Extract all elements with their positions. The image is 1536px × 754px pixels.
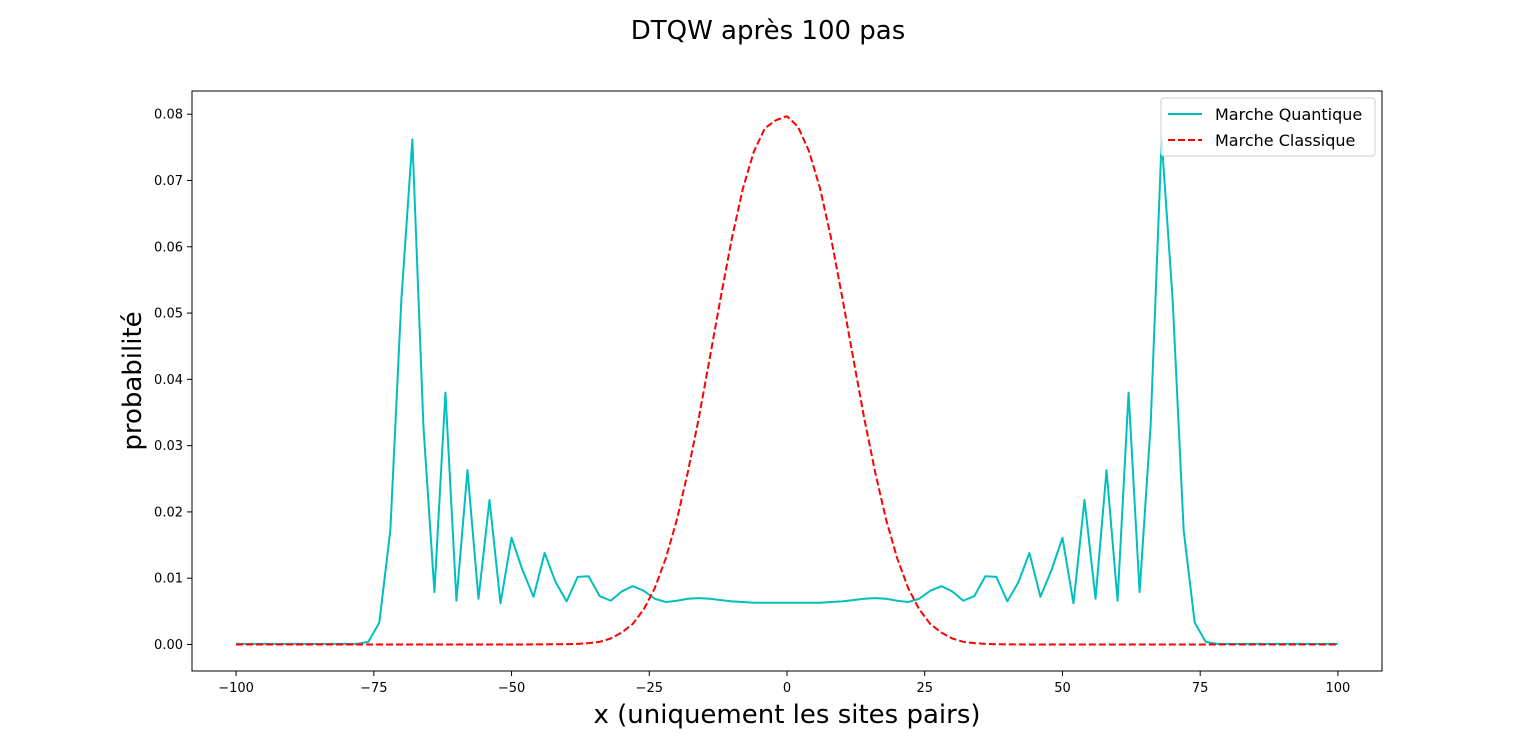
series-layer [236, 115, 1338, 646]
x-axis-ticks: −100 −75 −50 −25 0 25 50 75 100 [218, 671, 1350, 696]
x-axis-title: x (uniquement les sites pairs) [593, 700, 980, 730]
series-line-quantum [236, 138, 1338, 645]
legend-label-quantum: Marche Quantique [1215, 105, 1362, 124]
y-tick-label: 0.03 [154, 439, 183, 454]
y-tick-label: 0.00 [154, 638, 183, 653]
x-tick-label: 100 [1326, 681, 1351, 696]
legend-box [1160, 97, 1376, 157]
y-tick-label: 0.04 [154, 373, 183, 388]
y-tick-label: 0.07 [154, 174, 183, 189]
x-tick-label: 0 [783, 681, 791, 696]
x-tick-label: 25 [916, 681, 933, 696]
y-tick-label: 0.01 [154, 572, 183, 587]
chart-title: DTQW après 100 pas [631, 16, 906, 46]
y-tick-label: 0.06 [154, 240, 183, 255]
x-tick-label: 75 [1192, 681, 1209, 696]
y-tick-label: 0.08 [154, 108, 183, 123]
x-tick-label: −25 [636, 681, 663, 696]
y-axis-title: probabilité [118, 311, 148, 450]
series-line-classical [236, 115, 1338, 646]
y-tick-label: 0.02 [154, 505, 183, 520]
x-tick-label: 50 [1054, 681, 1071, 696]
x-tick-label: −50 [498, 681, 525, 696]
y-axis-ticks: 0.00 0.01 0.02 0.03 0.04 0.05 0.06 0.07 0.08 [154, 108, 192, 653]
y-tick-label: 0.05 [154, 307, 183, 322]
plot-area [191, 90, 1383, 672]
legend: Marche Quantique Marche Classique [1160, 97, 1376, 157]
x-tick-label: −75 [360, 681, 387, 696]
x-tick-label: −100 [218, 681, 254, 696]
legend-label-classical: Marche Classique [1215, 131, 1355, 150]
